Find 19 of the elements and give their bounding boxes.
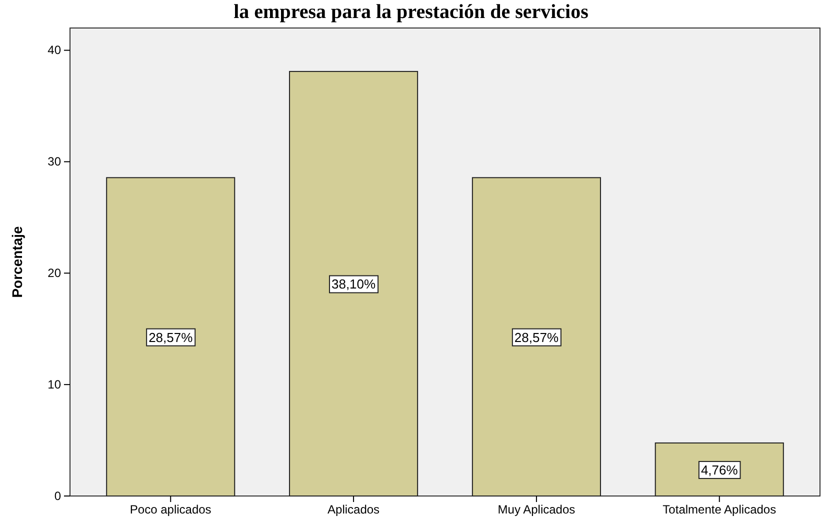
data-label: 4,76% [700, 462, 738, 478]
y-tick-label: 40 [48, 43, 62, 58]
x-tick-label: Totalmente Aplicados [662, 502, 776, 517]
bar [289, 70, 418, 496]
bar [654, 442, 784, 496]
data-label: 28,57% [514, 330, 559, 345]
chart-title: la empresa para la prestación de servicios [234, 1, 589, 23]
bar [106, 177, 236, 496]
data-label: 38,10% [331, 276, 376, 292]
y-tick-label: 30 [48, 154, 62, 169]
data-label: 28,57% [148, 330, 194, 345]
y-tick-label: 10 [48, 377, 62, 392]
y-axis-title: Porcentaje [9, 226, 25, 298]
x-tick-label: Aplicados [328, 502, 380, 517]
x-tick-label: Muy Aplicados [498, 502, 576, 517]
y-tick-label: 20 [48, 266, 62, 280]
x-tick-label: Poco aplicados [130, 502, 212, 517]
bar [472, 177, 601, 496]
y-tick-label: 0 [54, 488, 62, 503]
